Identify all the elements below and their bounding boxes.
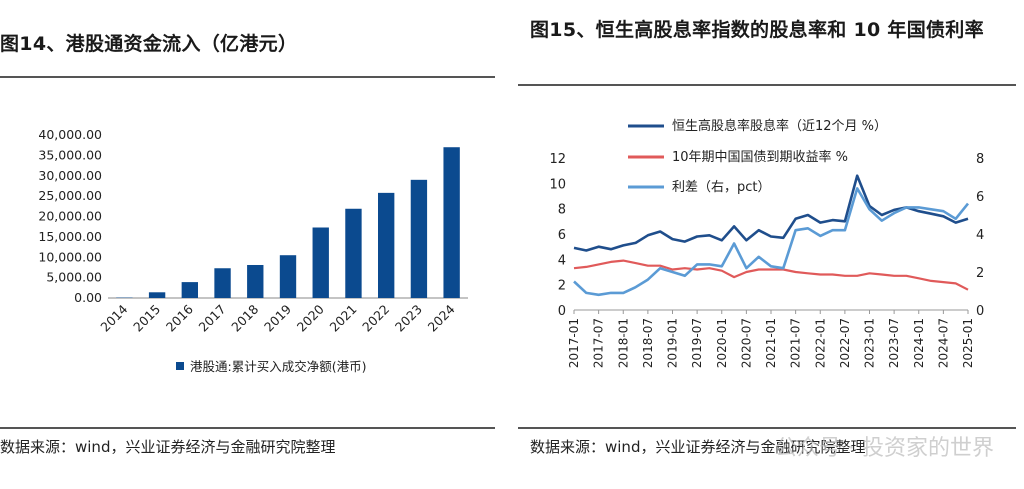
y-left-tick-label: 4 <box>558 253 566 268</box>
bar-chart: 0.00 5,000.00 10,000.00 15,000.00 20,000.00 2… <box>38 127 468 374</box>
y-tick-label: 10,000.00 <box>38 249 102 264</box>
title-rule <box>0 76 495 78</box>
series-line <box>573 259 969 291</box>
x-tick-label: 2025-01 <box>961 318 975 368</box>
line-chart: 0 2 4 6 8 10 12 0 2 4 6 8 2017-01 2017-07 2018-01 2018-… <box>549 118 984 368</box>
legend-label: 恒生高股息率股息率（近12个月 %） <box>672 118 887 134</box>
y-tick-label: 15,000.00 <box>38 229 102 244</box>
x-tick-label: 2019-07 <box>690 318 704 368</box>
x-tick-label: 2022 <box>359 302 392 335</box>
x-tick-label: 2019 <box>261 301 294 334</box>
x-tick-label: 2020-01 <box>715 318 729 368</box>
x-tick-label: 2021 <box>326 302 359 335</box>
legend-swatch <box>176 362 184 370</box>
x-tick-label: 2024 <box>425 301 458 334</box>
x-tick-label: 2022-01 <box>813 318 827 368</box>
y-right-tick-label: 0 <box>976 304 984 319</box>
x-tick-label: 2021-01 <box>764 318 778 368</box>
bar <box>181 282 198 298</box>
source-note: 数据来源：wind，兴业证券经济与金融研究院整理 <box>530 438 866 456</box>
chart-title: 图14、港股通资金流入（亿港元） <box>0 33 298 55</box>
y-tick-label: 5,000.00 <box>46 270 102 285</box>
y-left-tick-label: 8 <box>558 203 566 218</box>
x-tick-label: 2022-07 <box>838 318 852 368</box>
y-tick-label: 20,000.00 <box>38 209 102 224</box>
x-tick-label: 2017-07 <box>592 318 606 368</box>
bar <box>312 227 329 298</box>
x-tick-label: 2017-01 <box>567 318 581 368</box>
y-left-tick-label: 2 <box>558 279 566 294</box>
x-tick-label: 2023-01 <box>863 318 877 368</box>
watermark: 公众号 · 投资家的世界 <box>775 436 994 461</box>
legend-label: 利差（右，pct） <box>672 180 771 195</box>
y-tick-label: 35,000.00 <box>38 147 102 162</box>
x-tick-label: 2020 <box>294 301 327 334</box>
y-tick-label: 30,000.00 <box>38 168 102 183</box>
bar <box>443 147 460 298</box>
bar <box>345 208 362 298</box>
right-panel: 图15、恒生高股息率指数的股息率和 10 年国债利率 0 2 4 6 8 10 12 0 2 4 6… <box>518 0 1024 489</box>
bar <box>247 264 264 298</box>
y-right-tick-label: 8 <box>976 152 984 167</box>
bar <box>279 255 297 298</box>
title-rule <box>518 84 1016 86</box>
x-tick-label: 2017 <box>196 302 229 335</box>
y-tick-label: 0.00 <box>74 290 102 305</box>
x-tick-label: 2018-01 <box>616 318 630 368</box>
x-tick-label: 2021-07 <box>789 318 803 368</box>
source-rule <box>0 427 495 429</box>
y-tick-label: 40,000.00 <box>38 127 102 142</box>
left-panel: 图14、港股通资金流入（亿港元） 0.00 5,000.00 10,000.00 15… <box>0 0 506 489</box>
bar <box>410 179 428 298</box>
y-left-tick-label: 12 <box>549 152 566 167</box>
legend-label: 港股通:累计买入成交净额(港币) <box>190 359 366 374</box>
bar <box>214 268 231 298</box>
legend-label: 10年期中国国债到期收益率 % <box>672 149 848 165</box>
y-right-tick-label: 4 <box>976 228 984 243</box>
x-tick-label: 2023 <box>392 302 425 335</box>
x-tick-label: 2024-07 <box>936 318 950 368</box>
x-tick-label: 2018 <box>228 301 261 334</box>
x-tick-label: 2020-07 <box>739 318 753 368</box>
y-tick-label: 25,000.00 <box>38 188 102 203</box>
source-rule <box>518 427 1016 429</box>
x-tick-label: 2014 <box>97 301 130 334</box>
y-right-tick-label: 6 <box>976 190 984 205</box>
chart-title: 图15、恒生高股息率指数的股息率和 10 年国债利率 <box>530 19 984 41</box>
x-tick-label: 2019-01 <box>666 318 680 368</box>
x-tick-label: 2015 <box>130 302 163 335</box>
series-line <box>573 187 970 297</box>
y-right-tick-label: 2 <box>976 266 984 281</box>
x-tick-label: 2024-01 <box>912 318 926 368</box>
x-tick-label: 2018-07 <box>641 318 655 368</box>
source-note: 数据来源：wind，兴业证券经济与金融研究院整理 <box>0 438 336 456</box>
y-left-tick-label: 10 <box>549 177 566 192</box>
y-left-tick-label: 0 <box>558 304 566 319</box>
x-tick-label: 2023-07 <box>887 318 901 368</box>
y-left-tick-label: 6 <box>558 228 566 243</box>
bar <box>378 192 395 298</box>
x-tick-label: 2016 <box>163 301 196 334</box>
bar <box>148 292 166 298</box>
